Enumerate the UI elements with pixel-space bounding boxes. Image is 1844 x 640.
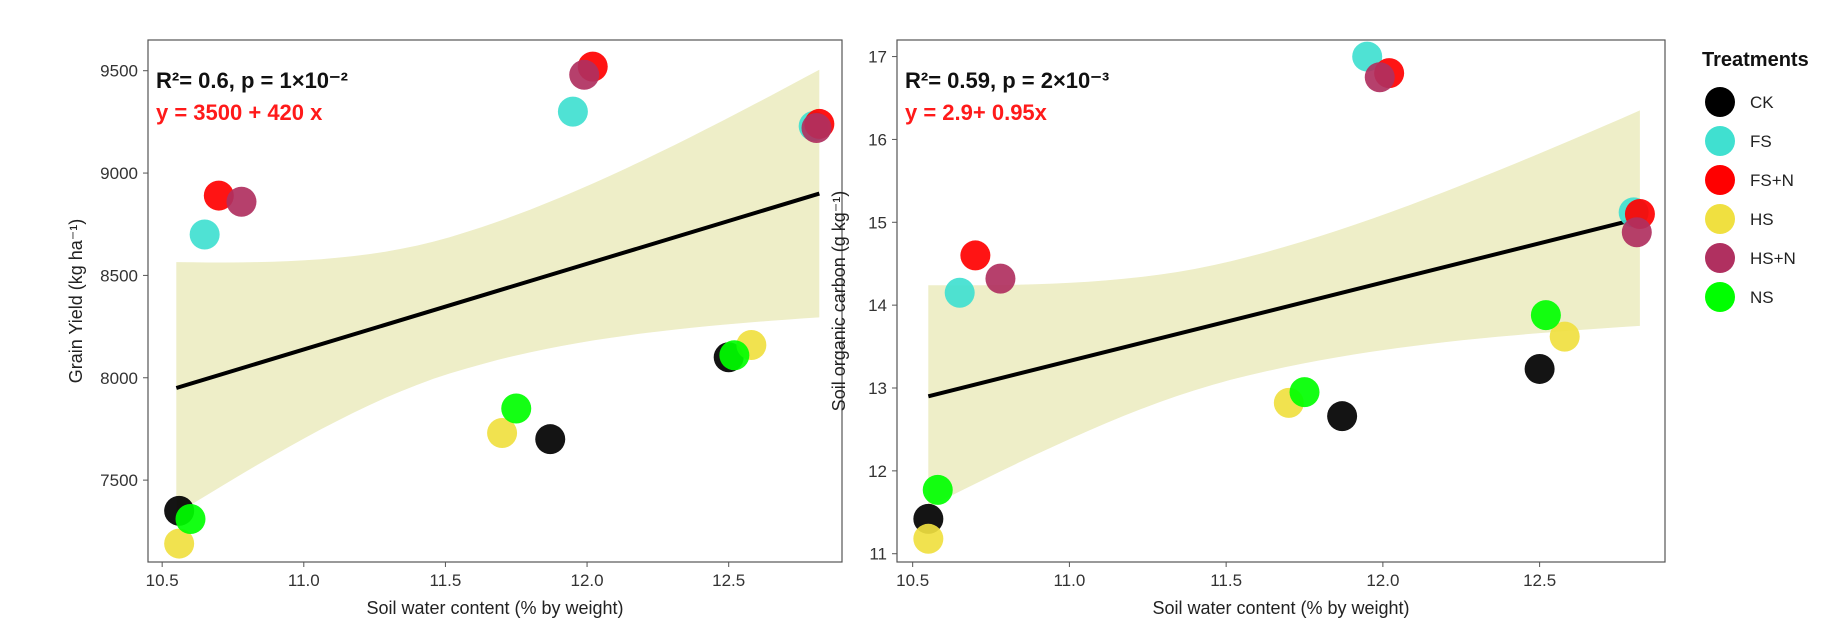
regression-line: [927, 216, 1641, 399]
y-tick-label: 8000: [100, 369, 138, 388]
data-point-hs-plus-n: [226, 186, 257, 217]
legend-swatch: [1705, 87, 1735, 117]
y-tick-label: 11: [869, 545, 887, 564]
data-point-ns: [922, 474, 953, 505]
data-point-fs: [944, 277, 975, 308]
x-tick-label: 12.5: [712, 571, 745, 590]
data-point-fs: [189, 219, 220, 250]
x-tick-label: 11.5: [430, 571, 462, 590]
y-tick-label: 9000: [100, 164, 138, 183]
x-tick-label: 12.5: [1523, 571, 1556, 590]
y-tick-label: 8500: [100, 266, 138, 285]
legend-label: FS: [1750, 132, 1772, 151]
plot-frame: [147, 39, 843, 563]
data-point-hs: [913, 523, 944, 554]
legend-item-ck: CK: [1705, 87, 1774, 117]
legend-item-fs: FS: [1705, 126, 1772, 156]
legend-swatch: [1705, 165, 1735, 195]
legend-label: FS+N: [1750, 171, 1794, 190]
y-tick-label: 17: [868, 48, 887, 67]
y-tick-label: 9500: [100, 62, 138, 81]
data-point-ns: [1530, 300, 1561, 331]
data-point-ns: [719, 340, 750, 371]
y-tick-label: 16: [868, 130, 887, 149]
x-axis-title: Soil water content (% by weight): [1152, 598, 1409, 618]
legend-label: CK: [1750, 93, 1774, 112]
legend-label: NS: [1750, 288, 1774, 307]
y-tick-label: 13: [868, 379, 887, 398]
x-tick-label: 11.5: [1210, 571, 1242, 590]
x-tick-label: 10.5: [896, 571, 929, 590]
grain-yield-chart: 10.5 11.0 11.5 12.0 12.5 7500 8000 8500 9000 9500…: [66, 39, 843, 618]
x-tick-label: 11.0: [288, 571, 320, 590]
data-point-ns: [175, 504, 206, 535]
legend-item-fs-plus-n: FS+N: [1705, 165, 1794, 195]
x-axis-title: Soil water content (% by weight): [366, 598, 623, 618]
legend-label: HS: [1750, 210, 1774, 229]
legend-swatch: [1705, 126, 1735, 156]
y-tick-label: 14: [868, 296, 887, 315]
x-tick-label: 12.0: [1366, 571, 1399, 590]
data-point-hs: [164, 528, 195, 559]
data-point-fs-plus-n: [960, 240, 991, 271]
data-point-hs-plus-n: [569, 59, 600, 90]
legend-swatch: [1705, 204, 1735, 234]
x-tick-label: 11.0: [1053, 571, 1085, 590]
soil-organic-carbon-chart: 10.5 11.0 11.5 12.0 12.5 11 12 13 14 15 16 17 Soil …: [829, 39, 1666, 618]
legend-item-ns: NS: [1705, 282, 1774, 312]
x-tick-label: 10.5: [146, 571, 179, 590]
data-point-ck: [535, 424, 566, 455]
regression-equation: y = 2.9+ 0.95x: [905, 100, 1048, 125]
legend-item-hs: HS: [1705, 204, 1774, 234]
data-point-hs-plus-n: [985, 263, 1016, 294]
data-point-ck: [1524, 353, 1555, 384]
regression-equation: y = 3500 + 420 x: [156, 100, 323, 125]
y-tick-label: 7500: [100, 471, 138, 490]
legend: Treatments CK FS FS+N HS HS+N NS: [1702, 49, 1809, 312]
r2-annotation: R²= 0.6, p = 1×10⁻²: [156, 68, 348, 93]
y-axis-title: Grain Yield (kg ha⁻¹): [66, 219, 86, 384]
legend-title: Treatments: [1702, 49, 1809, 71]
y-axis-title: Soil organic carbon (g kg⁻¹): [829, 191, 849, 412]
legend-item-hs-plus-n: HS+N: [1705, 243, 1796, 273]
data-point-hs: [1549, 321, 1580, 352]
data-point-ns: [501, 393, 532, 424]
plot-frame: [896, 39, 1666, 563]
data-point-ck: [1327, 401, 1358, 432]
data-point-fs: [557, 96, 588, 127]
data-point-hs-plus-n: [1621, 217, 1652, 248]
data-point-ns: [1289, 377, 1320, 408]
legend-label: HS+N: [1750, 249, 1796, 268]
y-tick-label: 12: [868, 462, 887, 481]
regression-line: [175, 191, 820, 390]
x-tick-label: 12.0: [571, 571, 604, 590]
data-point-hs-plus-n: [1364, 62, 1395, 93]
data-point-fs-plus-n: [203, 180, 234, 211]
data-point-hs: [487, 418, 518, 449]
y-tick-label: 15: [868, 213, 887, 232]
r2-annotation: R²= 0.59, p = 2×10⁻³: [905, 68, 1109, 93]
legend-swatch: [1705, 243, 1735, 273]
legend-swatch: [1705, 282, 1735, 312]
data-point-hs-plus-n: [801, 113, 832, 144]
